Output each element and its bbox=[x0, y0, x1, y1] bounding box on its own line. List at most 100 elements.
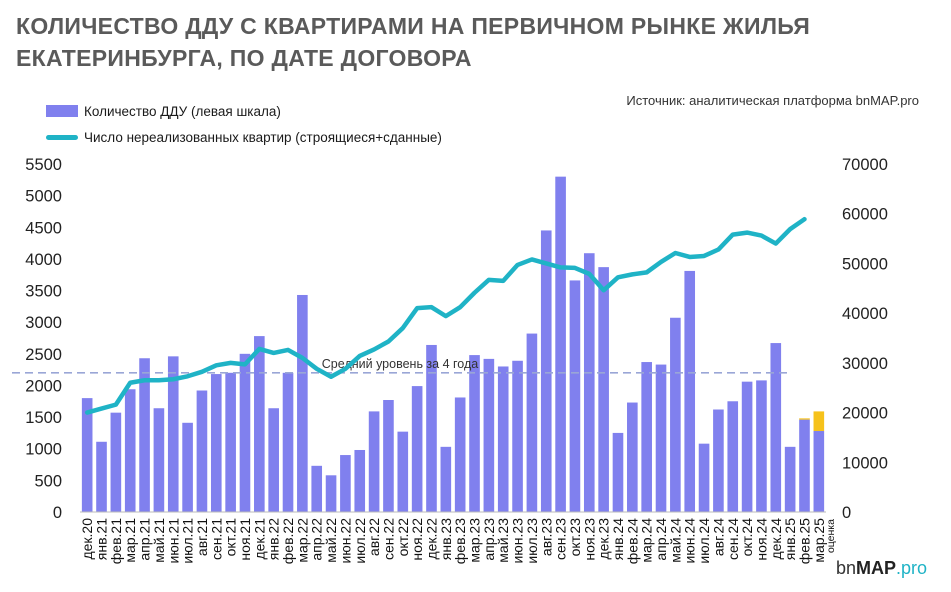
x-tick-label: июл.21 bbox=[180, 518, 196, 564]
bar-авг.23 bbox=[540, 230, 552, 512]
bar-окт.21 bbox=[225, 372, 236, 512]
x-tick-label: апр.22 bbox=[309, 518, 325, 561]
bar-май.24 bbox=[670, 317, 681, 512]
x-tick-label: сен.22 bbox=[380, 518, 396, 560]
bar-окт.23 bbox=[569, 280, 581, 512]
x-tick-label: июл.22 bbox=[352, 518, 368, 564]
x-tick-label: окт.23 bbox=[567, 518, 583, 557]
x-tick-label: май.24 bbox=[667, 518, 683, 563]
bar-мар.24 bbox=[641, 362, 652, 512]
x-tick-label: май.22 bbox=[323, 518, 339, 563]
bar-мар.22 bbox=[297, 294, 308, 512]
bar-мар.25 bbox=[813, 431, 825, 512]
brand-part-3: .pro bbox=[895, 558, 927, 578]
bar-мар.23 bbox=[469, 355, 480, 512]
right-axis-tick-label: 10000 bbox=[842, 454, 888, 472]
x-tick-label: фев.21 bbox=[108, 518, 124, 564]
bar-июл.22 bbox=[354, 449, 366, 512]
source-note: Источник: аналитическая платформа bnMAP.… bbox=[626, 93, 919, 108]
legend-item-bars: Количество ДДУ (левая шкала) bbox=[46, 98, 442, 124]
bar-дек.21 bbox=[254, 336, 265, 512]
bar-сен.23 bbox=[555, 176, 566, 512]
x-tick-label: дек.20 bbox=[79, 518, 95, 560]
x-tick-label: июл.24 bbox=[696, 518, 712, 564]
bar-авг.21 bbox=[196, 390, 208, 512]
bar-июл.21 bbox=[182, 422, 193, 512]
title-line-2: Екатеринбурга, по дате договора bbox=[16, 45, 472, 71]
left-axis-tick-label: 4500 bbox=[25, 219, 62, 237]
estimate-bar-мар.25 bbox=[813, 411, 825, 432]
bar-май.21 bbox=[153, 408, 165, 512]
left-axis-tick-label: 500 bbox=[34, 472, 62, 490]
legend-line-swatch bbox=[46, 134, 78, 140]
left-axis-tick-label: 5500 bbox=[25, 156, 62, 174]
x-tick-label: фев.23 bbox=[452, 518, 468, 564]
bar-фев.25 bbox=[799, 419, 810, 512]
bar-ноя.21 bbox=[239, 353, 251, 512]
right-axis-tick-label: 70000 bbox=[842, 156, 888, 174]
x-tick-label: окт.21 bbox=[223, 518, 239, 557]
bar-авг.22 bbox=[368, 411, 380, 512]
x-tick-label: мар.21 bbox=[122, 518, 138, 563]
x-tick-label: фев.24 bbox=[624, 518, 640, 564]
bar-янв.25 bbox=[784, 446, 796, 512]
brand-part-1: bn bbox=[835, 558, 856, 578]
x-tick-label: сен.23 bbox=[553, 518, 569, 560]
x-tick-label: ноя.21 bbox=[237, 518, 253, 561]
bar-фев.22 bbox=[282, 372, 294, 512]
left-axis-tick-label: 2500 bbox=[25, 346, 62, 364]
x-tick-label: июн.24 bbox=[682, 518, 698, 564]
legend-bars-label: Количество ДДУ (левая шкала) bbox=[84, 103, 281, 119]
legend-line-label: Число нереализованных квартир (строящиес… bbox=[84, 129, 442, 145]
x-tick-label: мар.25 bbox=[811, 518, 827, 563]
left-axis-tick-label: 5000 bbox=[25, 188, 62, 206]
average-level-label: Средний уровень за 4 года bbox=[322, 357, 478, 371]
chart-title: Количество ДДУ с квартирами на первичном… bbox=[16, 10, 916, 74]
x-tick-label: май.23 bbox=[495, 518, 511, 563]
x-tick-label: авг.24 bbox=[710, 518, 726, 556]
x-tick-label: июн.21 bbox=[165, 518, 181, 564]
left-axis-tick-label: 3000 bbox=[25, 314, 62, 332]
left-axis-tick-label: 3500 bbox=[25, 283, 62, 301]
x-tick-label: дек.23 bbox=[596, 518, 612, 560]
bar-сен.22 bbox=[383, 400, 394, 512]
x-tick-label: ноя.23 bbox=[581, 518, 597, 561]
bar-апр.21 bbox=[139, 358, 150, 512]
x-tick-label: дек.22 bbox=[423, 518, 439, 560]
x-tick-label: ноя.22 bbox=[409, 518, 425, 561]
x-tick-label: ноя.24 bbox=[753, 518, 769, 561]
right-axis-tick-label: 40000 bbox=[842, 305, 888, 323]
bar-ноя.22 bbox=[411, 386, 423, 512]
left-axis-tick-label: 2000 bbox=[25, 377, 62, 395]
x-tick-label: апр.23 bbox=[481, 518, 497, 561]
bar-май.22 bbox=[325, 475, 337, 512]
x-tick-label: апр.21 bbox=[137, 518, 153, 561]
x-tick-label: янв.24 bbox=[610, 518, 626, 560]
x-tick-label: сен.21 bbox=[208, 518, 224, 560]
bar-апр.23 bbox=[483, 358, 495, 512]
left-axis-tick-label: 4000 bbox=[25, 251, 62, 269]
bar-сен.21 bbox=[210, 374, 222, 512]
bar-апр.22 bbox=[311, 465, 323, 512]
bar-июн.24 bbox=[684, 270, 696, 512]
x-tick-label: дек.21 bbox=[251, 518, 267, 560]
x-tick-label: янв.21 bbox=[94, 518, 110, 560]
x-tick-label: мар.24 bbox=[639, 518, 655, 563]
x-tick-label: фев.25 bbox=[796, 518, 812, 564]
left-axis-tick-label: 1000 bbox=[25, 441, 62, 459]
x-tick-label: мар.23 bbox=[467, 518, 483, 563]
bar-янв.22 bbox=[268, 408, 279, 512]
estimate-bar-фев.25 bbox=[799, 418, 810, 420]
x-tick-label: окт.24 bbox=[739, 518, 755, 557]
x-tick-label: янв.25 bbox=[782, 518, 798, 560]
bar-ноя.24 bbox=[756, 380, 767, 512]
bar-янв.23 bbox=[440, 446, 452, 512]
bar-дек.20 bbox=[81, 398, 93, 512]
bar-фев.21 bbox=[110, 412, 122, 512]
left-axis-tick-label: 1500 bbox=[25, 409, 62, 427]
x-tick-label: янв.22 bbox=[266, 518, 282, 560]
unsold-apartments-line bbox=[84, 216, 807, 415]
right-axis-tick-label: 60000 bbox=[842, 206, 888, 224]
brand-logo: bnMAP.pro bbox=[836, 558, 927, 579]
